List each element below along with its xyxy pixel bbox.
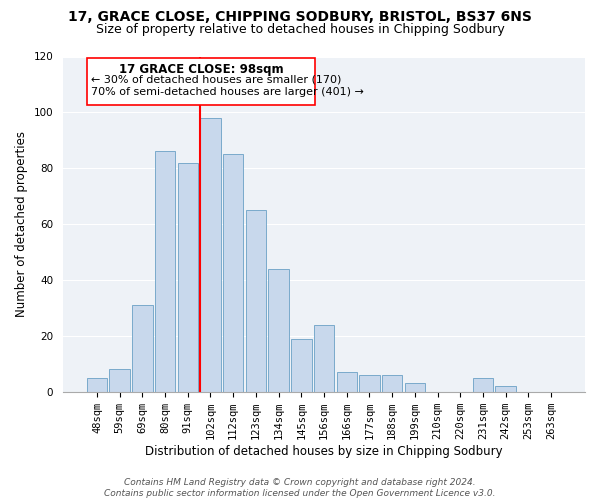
Text: Size of property relative to detached houses in Chipping Sodbury: Size of property relative to detached ho… xyxy=(95,22,505,36)
Text: 70% of semi-detached houses are larger (401) →: 70% of semi-detached houses are larger (… xyxy=(91,87,364,97)
Bar xyxy=(268,269,289,392)
Bar xyxy=(223,154,244,392)
Bar xyxy=(87,378,107,392)
Bar xyxy=(382,375,403,392)
Bar xyxy=(359,375,380,392)
Bar xyxy=(155,152,175,392)
Y-axis label: Number of detached properties: Number of detached properties xyxy=(15,131,28,317)
Text: 17 GRACE CLOSE: 98sqm: 17 GRACE CLOSE: 98sqm xyxy=(119,62,283,76)
X-axis label: Distribution of detached houses by size in Chipping Sodbury: Distribution of detached houses by size … xyxy=(145,444,503,458)
Text: ← 30% of detached houses are smaller (170): ← 30% of detached houses are smaller (17… xyxy=(91,74,341,85)
Bar xyxy=(337,372,357,392)
Bar xyxy=(109,370,130,392)
Bar xyxy=(132,305,152,392)
Bar xyxy=(496,386,516,392)
Bar xyxy=(200,118,221,392)
Bar xyxy=(314,324,334,392)
Bar xyxy=(473,378,493,392)
Bar xyxy=(291,338,311,392)
Text: Contains HM Land Registry data © Crown copyright and database right 2024.
Contai: Contains HM Land Registry data © Crown c… xyxy=(104,478,496,498)
Bar xyxy=(178,162,198,392)
Text: 17, GRACE CLOSE, CHIPPING SODBURY, BRISTOL, BS37 6NS: 17, GRACE CLOSE, CHIPPING SODBURY, BRIST… xyxy=(68,10,532,24)
Bar xyxy=(404,384,425,392)
Bar xyxy=(245,210,266,392)
Bar xyxy=(87,58,315,106)
